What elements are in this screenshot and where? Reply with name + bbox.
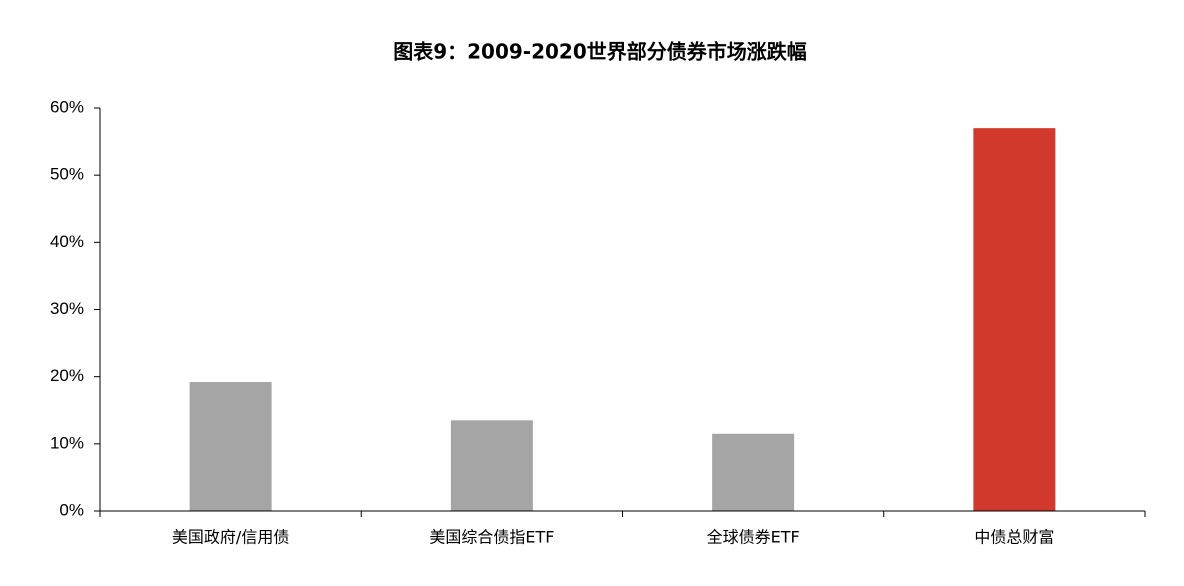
y-tick-label: 60% xyxy=(50,97,84,116)
y-tick-label: 40% xyxy=(50,232,84,251)
y-tick-label: 20% xyxy=(50,366,84,385)
chart-title: 图表9：2009-2020世界部分债券市场涨跌幅 xyxy=(393,40,807,64)
y-tick-label: 10% xyxy=(50,433,84,452)
x-tick-label: 全球债券ETF xyxy=(707,528,800,547)
bar xyxy=(712,433,795,511)
bar xyxy=(973,128,1056,511)
bar xyxy=(189,382,272,511)
x-tick-label: 美国综合债指ETF xyxy=(429,528,554,547)
y-tick-label: 0% xyxy=(59,500,84,519)
y-tick-label: 50% xyxy=(50,165,84,184)
y-tick-label: 30% xyxy=(50,299,84,318)
x-tick-label: 中债总财富 xyxy=(974,528,1054,547)
bar xyxy=(450,420,533,511)
x-tick-label: 美国政府/信用债 xyxy=(172,528,289,547)
